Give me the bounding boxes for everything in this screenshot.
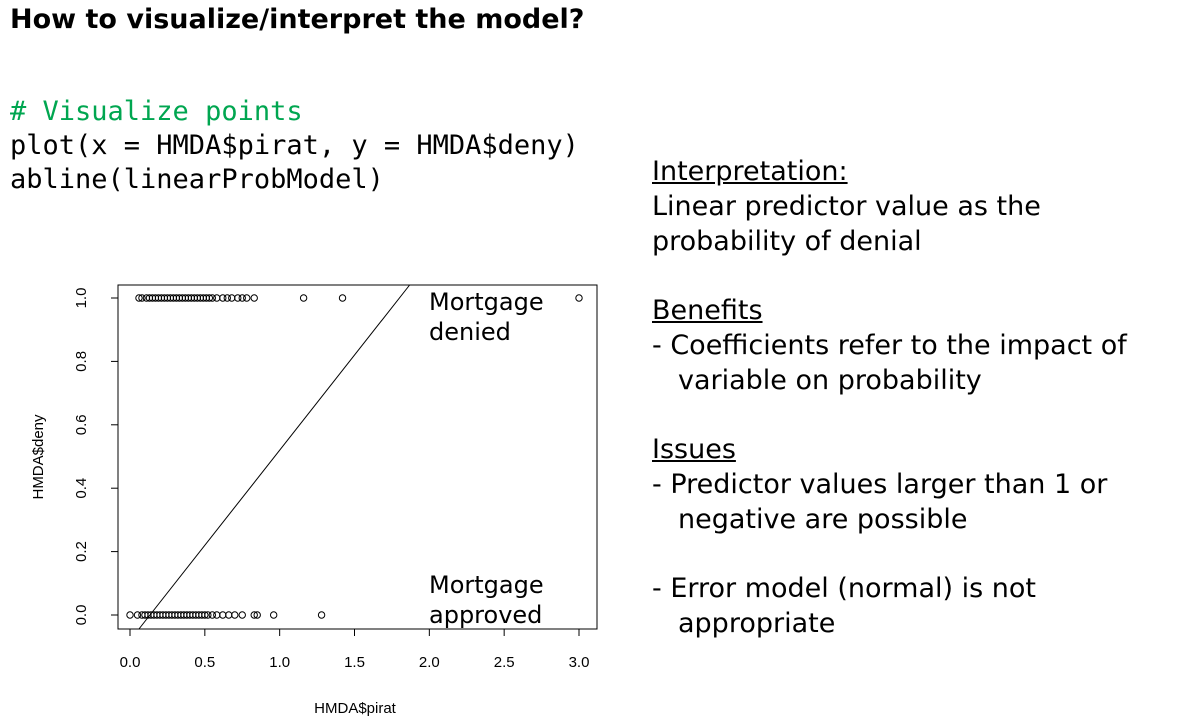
x-tick-label: 2.5 [494, 654, 515, 671]
annotation-approved-1: Mortgage [429, 571, 544, 599]
issues-block: Issues - Predictor values larger than 1 … [652, 432, 1182, 641]
x-tick-label: 3.0 [569, 654, 590, 671]
point-approved [126, 611, 134, 619]
point-denied [138, 294, 146, 302]
point-denied [135, 294, 143, 302]
code-comment: # Visualize points [10, 96, 303, 127]
point-approved [250, 611, 258, 619]
code-line-abline: abline(linearProbModel) [10, 164, 384, 195]
point-denied [575, 294, 583, 302]
point-denied [223, 294, 231, 302]
y-tick-label: 0.6 [73, 414, 90, 435]
point-denied [250, 294, 258, 302]
interpretation-line-2: probability of denial [652, 226, 922, 257]
point-approved [231, 611, 239, 619]
annotation-denied-2: denied [429, 318, 511, 346]
interpretation-block: Interpretation: Linear predictor value a… [652, 154, 1182, 259]
y-tick-label: 0.4 [73, 478, 90, 499]
point-approved [201, 611, 209, 619]
interpretation-heading: Interpretation: [652, 156, 848, 187]
annotation-approved-2: approved [429, 601, 542, 629]
point-denied [338, 294, 347, 302]
x-tick-label: 0.5 [194, 654, 215, 671]
benefits-heading: Benefits [652, 295, 763, 326]
point-approved [225, 611, 233, 619]
point-approved [253, 611, 261, 619]
point-approved [208, 611, 217, 619]
x-axis-label: HMDA$pirat [314, 700, 397, 717]
point-denied [228, 294, 236, 302]
x-tick-label: 2.0 [419, 654, 440, 671]
points [126, 294, 583, 619]
annotation-denied-1: Mortgage [429, 288, 544, 316]
point-approved [238, 611, 246, 619]
point-denied [208, 294, 217, 302]
issues-item: - Predictor values larger than 1 or nega… [652, 469, 1108, 535]
y-tick-label: 0.2 [73, 541, 90, 562]
point-denied [219, 294, 227, 302]
point-approved [219, 611, 227, 619]
benefits-block: Benefits - Coefficients refer to the imp… [652, 293, 1182, 398]
y-tick-label: 0.8 [73, 351, 90, 372]
code-line-plot: plot(x = HMDA$pirat, y = HMDA$deny) [10, 130, 579, 161]
point-denied [238, 294, 246, 302]
axes: 0.0 0.5 1.0 1.5 2.0 2.5 3.0 0.0 0.2 0.4 0.6 0.8 1.0 [73, 288, 589, 671]
point-approved [317, 611, 326, 619]
point-denied [213, 294, 221, 302]
point-approved [269, 611, 278, 619]
issues-heading: Issues [652, 434, 736, 465]
point-approved [213, 611, 221, 619]
y-tick-label: 0.0 [73, 605, 90, 626]
point-denied [243, 294, 251, 302]
point-denied [205, 294, 214, 302]
point-approved [204, 611, 212, 619]
interpretation-line-1: Linear predictor value as the [652, 191, 1041, 222]
benefits-item: - Coefficients refer to the impact of va… [652, 330, 1127, 396]
point-denied [234, 294, 242, 302]
issues-item: - Error model (normal) is not appropriat… [652, 573, 1036, 639]
point-denied [299, 294, 308, 302]
point-approved [133, 611, 142, 619]
x-tick-label: 0.0 [120, 654, 141, 671]
regression-line [138, 284, 411, 630]
x-tick-label: 1.5 [344, 654, 365, 671]
x-tick-label: 1.0 [269, 654, 290, 671]
scatter-chart: 0.0 0.5 1.0 1.5 2.0 2.5 3.00.00.20.40.60.81.0 … [30, 284, 598, 717]
y-axis-label: HMDA$deny [30, 414, 47, 500]
regression-line-layer [138, 284, 411, 630]
slide-title: How to visualize/interpret the model? [10, 4, 585, 35]
explanation-panel: Interpretation: Linear predictor value a… [652, 154, 1182, 641]
y-tick-label: 1.0 [73, 288, 90, 309]
